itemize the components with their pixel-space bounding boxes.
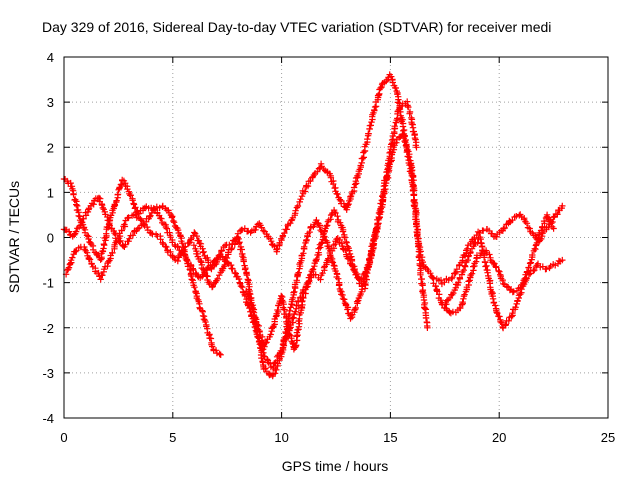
x-tick-label: 10 — [274, 430, 288, 445]
y-tick-label: -1 — [42, 276, 54, 291]
marker-trace — [243, 98, 420, 353]
x-tick-label: 20 — [492, 430, 506, 445]
axis-ticks: 0 5 10 15 20 25 -4 -3 -2 -1 0 1 2 3 4 — [42, 50, 615, 445]
y-tick-label: -2 — [42, 321, 54, 336]
chart-title: Day 329 of 2016, Sidereal Day-to-day VTE… — [42, 19, 551, 35]
x-tick-label: 0 — [60, 430, 67, 445]
series-track-5 — [243, 98, 420, 353]
y-tick-label: 4 — [47, 50, 54, 65]
marker-trace — [442, 211, 557, 332]
x-axis-label: GPS time / hours — [282, 458, 389, 474]
series-track-7 — [442, 211, 557, 332]
data-markers — [60, 71, 566, 380]
x-tick-label: 25 — [601, 430, 615, 445]
x-tick-label: 5 — [169, 430, 176, 445]
y-tick-label: 3 — [47, 95, 54, 110]
x-tick-label: 15 — [383, 430, 397, 445]
y-axis-label: SDTVAR / TECUs — [6, 181, 22, 293]
y-tick-label: 2 — [47, 140, 54, 155]
y-tick-label: -4 — [42, 411, 54, 426]
y-tick-label: 0 — [47, 231, 54, 246]
y-tick-label: -3 — [42, 366, 54, 381]
y-tick-label: 1 — [47, 185, 54, 200]
